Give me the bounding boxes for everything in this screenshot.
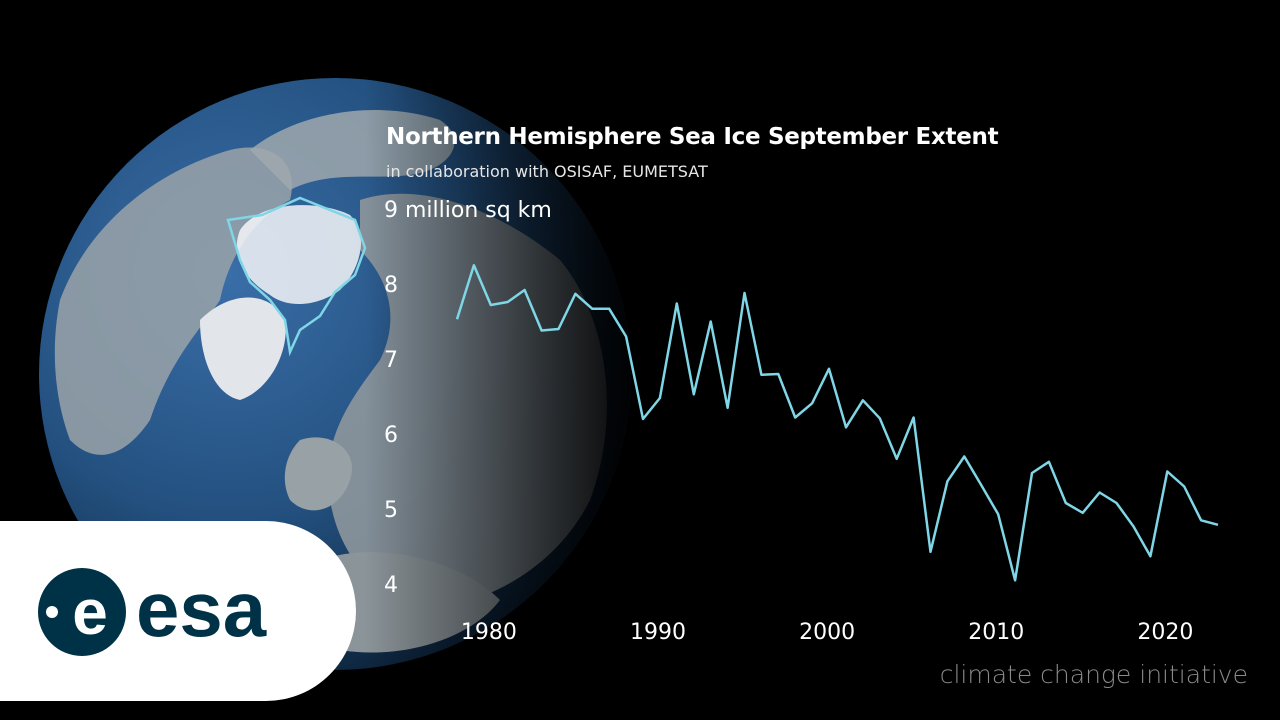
y-tick-label: 6 bbox=[384, 423, 398, 448]
chart-title: Northern Hemisphere Sea Ice September Ex… bbox=[386, 124, 999, 150]
esa-logo-circle bbox=[38, 568, 126, 656]
climate-change-initiative-label: climate change initiative bbox=[939, 660, 1248, 689]
y-tick-label: 5 bbox=[384, 498, 398, 523]
y-tick-label: 8 bbox=[384, 273, 398, 298]
y-tick-label: 7 bbox=[384, 348, 398, 373]
y-tick-label: 9 million sq km bbox=[384, 198, 552, 223]
y-tick-label: 4 bbox=[384, 573, 398, 598]
data-points bbox=[456, 265, 1219, 581]
x-tick-label: 2020 bbox=[1137, 620, 1193, 645]
chart-subtitle: in collaboration with OSISAF, EUMETSAT bbox=[386, 162, 708, 181]
esa-logo: e esa bbox=[38, 566, 267, 656]
svg-text:e: e bbox=[72, 576, 108, 648]
x-axis-ticks: 1980 1990 2000 2010 2020 bbox=[461, 620, 1193, 645]
series-line-sea-ice-extent bbox=[455, 264, 1219, 582]
x-tick-label: 2000 bbox=[799, 620, 855, 645]
esa-logo-text: esa bbox=[136, 566, 267, 653]
y-axis-ticks: 4 5 6 7 8 9 million sq km bbox=[384, 198, 552, 598]
x-tick-label: 1990 bbox=[630, 620, 686, 645]
esa-logo-dot bbox=[46, 606, 58, 618]
x-tick-label: 1980 bbox=[461, 620, 517, 645]
x-tick-label: 2010 bbox=[968, 620, 1024, 645]
